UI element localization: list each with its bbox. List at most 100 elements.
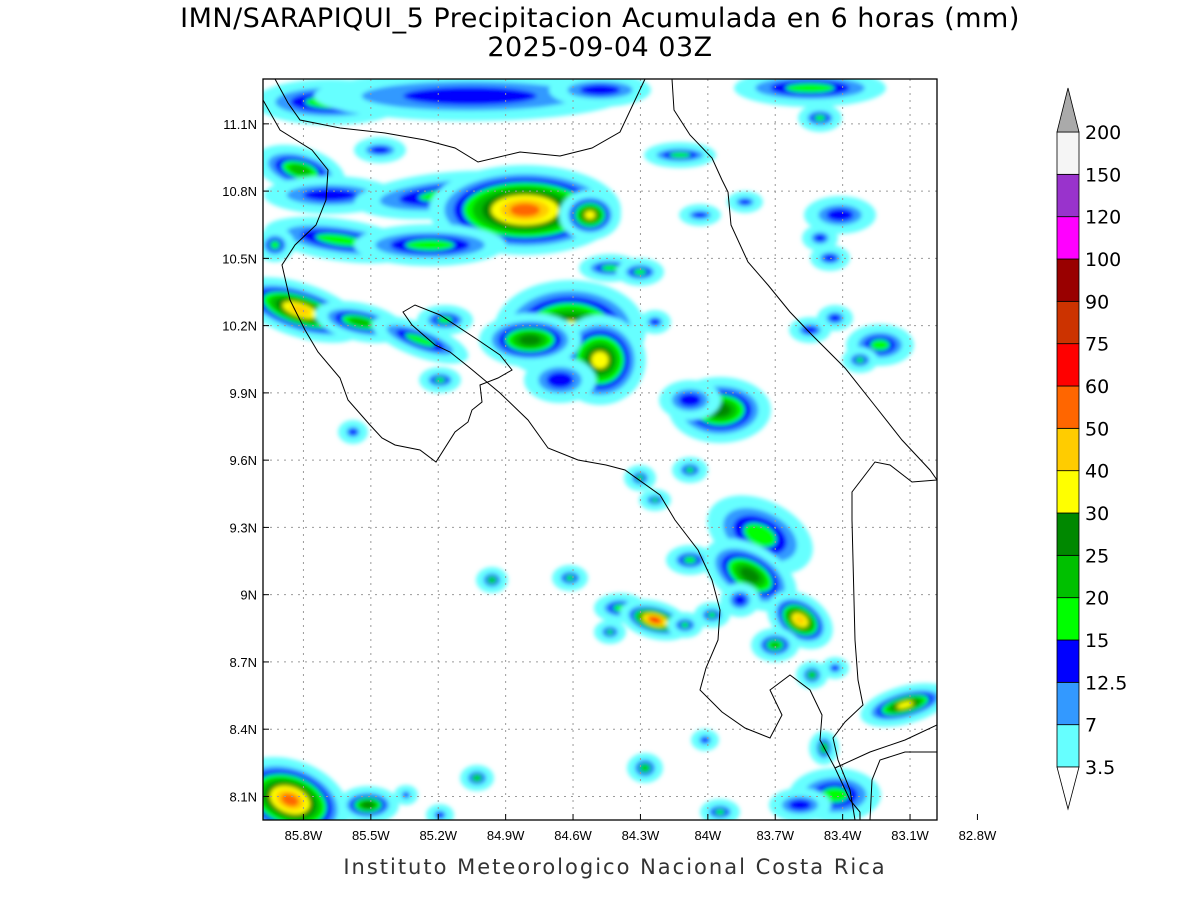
colorbar-label: 20 [1085,588,1109,610]
precip-cell [740,567,760,583]
precip-cell [829,314,841,322]
precip-cell [809,672,815,678]
precip-cell [855,357,865,363]
colorbar-swatch [1056,597,1080,641]
precip-cell [580,84,620,96]
precip-cell [315,233,365,247]
precip-cell [693,212,707,218]
precip-cell [678,393,702,407]
colorbar-label: 120 [1085,207,1121,229]
plot-frame [262,78,938,821]
colorbar-label: 25 [1085,545,1109,567]
y-tick-label: 9.9N [230,386,257,401]
colorbar-swatch [1056,724,1080,768]
colorbar-swatch [1056,554,1080,599]
colorbar-swatch [1056,681,1080,726]
colorbar-label: 90 [1085,291,1109,313]
caribbean-coast [671,79,937,481]
precip-cell [707,612,717,618]
y-tick-label: 9.6N [230,453,257,468]
chiriqui-coast [869,751,937,820]
x-tick-label: 85.5W [352,828,390,843]
colorbar-label: 100 [1085,249,1121,271]
precip-cell [436,812,444,818]
colorbar-label: 60 [1085,376,1109,398]
precip-cell [591,351,609,369]
precip-cell [349,428,357,436]
precip-cell [683,556,697,564]
colorbar-label: 30 [1085,503,1109,525]
colorbar-swatch [1056,385,1080,429]
y-tick-label: 8.1N [230,789,257,804]
colorbar-swatch [1056,300,1080,345]
precip-cell [733,594,747,606]
y-tick-label: 10.8N [222,184,257,199]
precip-cell [348,317,372,327]
precip-cell [303,188,357,202]
y-tick-label: 11.1N [223,117,257,132]
precip-cell [371,146,389,154]
precipitation-field [263,79,937,820]
precip-cell [565,575,575,581]
precip-cell [896,701,914,709]
precip-cell [743,523,777,547]
colorbar-label: 150 [1085,164,1121,186]
precip-cell [434,377,446,383]
colorbar-legend: 3.5 7 12.5 15 20 25 30 40 50 60 75 90 100 120 150 200 [1056,87,1127,811]
precip-cell [701,737,709,743]
precip-cell [606,629,614,635]
precip-cell [803,326,817,334]
precip-cell [289,304,311,316]
map-subtitle-date: 2025-09-04 03Z [487,32,713,63]
colorbar-under-arrow [1056,766,1080,811]
pacific-coast [263,99,861,820]
precipitation-blobs [263,79,937,820]
precip-cell [870,339,890,351]
colorbar-swatch [1056,258,1080,302]
y-tick-label: 8.4N [230,722,257,737]
colorbar-swatch [1056,131,1080,175]
y-tick-label: 10.2N [222,319,257,334]
grid-lines [263,79,937,820]
precip-cell [601,264,619,272]
y-tick-label: 10.5N [222,251,257,266]
precip-cell [814,234,826,242]
colorbar-swatch [1056,216,1080,260]
footer-credit: Instituto Meteorologico Nacional Costa R… [343,855,887,879]
colorbar-swatch [1056,512,1080,556]
precip-cell [680,622,690,628]
y-tick-label: 9.3N [230,520,257,535]
x-tick-label: 84.9W [487,828,525,843]
precip-cell [489,577,495,583]
precip-cell [405,239,455,251]
colorbar-label: 50 [1085,418,1109,440]
precip-cell [739,199,751,205]
colorbar-label: 200 [1085,122,1121,144]
precip-cell [785,83,835,93]
precip-cell [814,114,826,122]
precip-cell [361,801,375,809]
x-tick-label: 84.3W [622,828,660,843]
colorbar-label: 3.5 [1085,757,1115,779]
coastline-borders [263,79,937,820]
colorbar-label: 12.5 [1085,672,1127,694]
precip-cell [403,87,537,105]
colorbar-label: 75 [1085,334,1109,356]
precip-cell [546,372,574,388]
panama-border [832,461,937,820]
precip-cell [831,665,839,671]
precip-cell [650,318,660,326]
colorbar-swatch [1056,343,1080,387]
colorbar-swatch [1056,427,1080,472]
axis-ticks: 11.1N 10.8N 10.5N 10.2N 9.9N 9.6N 9.3N 9N 8.7N 8.… [222,117,997,843]
y-tick-label: 8.7N [230,655,257,670]
precip-cell [669,152,691,158]
x-tick-label: 84.6W [554,828,592,843]
precip-cell [473,775,481,781]
colorbar-over-arrow [1056,87,1080,133]
x-tick-label: 85.2W [419,828,457,843]
precip-cell [584,210,596,220]
precip-cell [715,809,725,815]
precip-cell [685,467,695,473]
